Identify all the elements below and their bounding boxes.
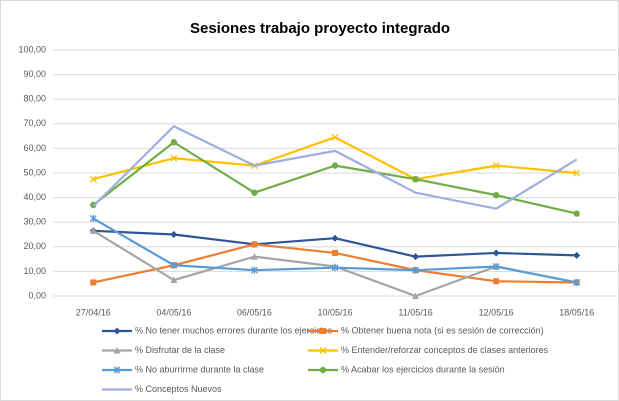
legend-label: % Obtener buena nota (si es sesión de co… [341,325,544,335]
data-point [89,215,97,223]
data-point [251,189,258,196]
data-point [170,139,178,146]
data-point [250,253,258,260]
y-tick-label: 90,00 [23,69,46,79]
legend-marker [319,366,327,374]
x-tick-label: 27/04/16 [76,307,111,317]
y-tick-label: 20,00 [23,241,46,251]
data-point [412,175,419,183]
data-point [573,251,581,259]
chart-title: Sesiones trabajo proyecto integrado [190,20,450,37]
y-tick-label: 60,00 [23,143,46,153]
y-tick-label: 100,00 [18,44,46,54]
data-point [170,231,178,238]
data-point [89,175,97,183]
data-point [170,276,178,284]
data-point [331,234,339,242]
data-point [170,261,178,269]
y-tick-label: 0,00 [28,290,46,300]
data-point [492,162,500,170]
y-tick-label: 80,00 [23,94,46,104]
series-line [92,125,578,210]
data-point [412,292,420,299]
data-point [250,266,258,274]
legend-marker [319,347,327,354]
legend-marker [320,328,326,334]
data-point [331,264,339,272]
y-tick-label: 10,00 [23,266,46,276]
data-point [492,191,500,199]
legend-label: % Entender/reforzar conceptos de clases … [341,345,549,355]
y-tick-label: 70,00 [23,118,46,128]
x-tick-label: 18/05/16 [559,307,594,317]
data-point [492,262,500,270]
data-point [331,162,339,169]
data-point [493,278,500,285]
y-tick-label: 40,00 [23,192,46,202]
legend-marker [113,327,121,335]
x-tick-label: 11/05/16 [398,307,432,317]
data-point [412,266,420,274]
data-point [412,253,420,261]
data-point [573,169,581,177]
y-tick-label: 30,00 [23,217,46,227]
legend-label: % No aburrirme durante la clase [135,364,264,374]
data-point [170,154,178,162]
legend-label: % Conceptos Nuevos [135,384,222,394]
data-point [90,279,97,286]
data-point [251,241,258,248]
data-point [89,227,97,234]
legend-marker [113,366,121,374]
x-tick-label: 06/05/16 [237,307,272,317]
legend-label: % Disfrutar de la clase [135,345,225,355]
x-tick-label: 04/05/16 [156,307,191,317]
legend-label: % Acabar los ejercicios durante la sesió… [341,364,505,374]
legend-label: % No tener muchos errores durante los ej… [135,325,333,335]
y-tick-label: 50,00 [23,167,46,177]
data-point [492,249,500,257]
data-point [573,210,580,217]
data-point [573,278,581,286]
legend-marker [113,347,121,354]
data-point [331,133,339,141]
x-tick-label: 10/05/16 [317,307,352,317]
x-tick-label: 12/05/16 [479,307,514,317]
data-point [332,249,338,256]
